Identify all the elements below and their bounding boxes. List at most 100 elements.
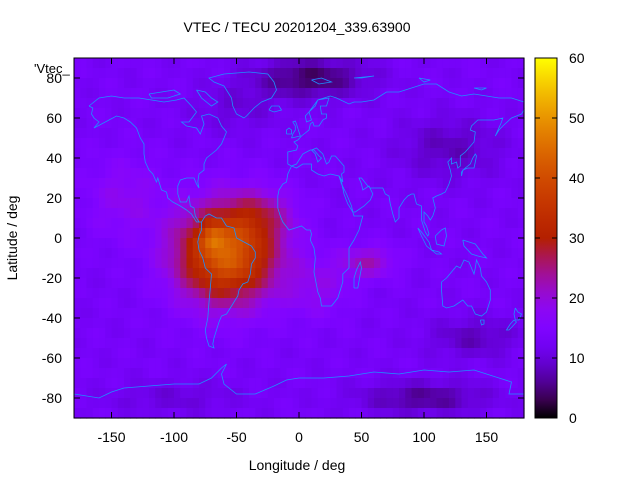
heatmap-cell	[342, 248, 350, 259]
heatmap-cell	[267, 238, 275, 249]
heatmap-cell	[361, 258, 369, 269]
heatmap-cell	[486, 318, 494, 329]
heatmap-cell	[324, 318, 331, 329]
heatmap-cell	[242, 218, 250, 229]
heatmap-cell	[186, 318, 194, 329]
heatmap-cell	[124, 388, 131, 399]
heatmap-cell	[417, 378, 425, 389]
heatmap-cell	[224, 88, 231, 99]
heatmap-cell	[80, 308, 88, 319]
heatmap-cell	[180, 208, 188, 219]
heatmap-cell	[374, 408, 381, 419]
heatmap-cell	[299, 168, 306, 179]
heatmap-cell	[249, 98, 256, 109]
heatmap-cell	[124, 128, 131, 139]
heatmap-cell	[317, 88, 325, 99]
heatmap-cell	[442, 108, 450, 119]
heatmap-cell	[467, 98, 475, 109]
heatmap-cell	[161, 378, 169, 389]
heatmap-cell	[217, 298, 225, 309]
heatmap-cell	[374, 308, 381, 319]
heatmap-cell	[367, 138, 375, 149]
heatmap-cell	[230, 358, 238, 369]
heatmap-cell	[255, 88, 263, 99]
heatmap-cell	[417, 368, 425, 379]
heatmap-cell	[480, 198, 488, 209]
heatmap-cell	[99, 398, 106, 409]
heatmap-cell	[286, 308, 294, 319]
heatmap-cell	[274, 278, 281, 289]
heatmap-cell	[361, 388, 369, 399]
heatmap-cell	[149, 58, 156, 69]
coastline	[434, 227, 447, 247]
heatmap-cell	[461, 318, 469, 329]
heatmap-cell	[211, 268, 219, 279]
heatmap-cell	[517, 58, 525, 69]
heatmap-cell	[392, 58, 400, 69]
heatmap-cell	[436, 138, 444, 149]
heatmap-cell	[192, 218, 200, 229]
heatmap-cell	[449, 168, 456, 179]
heatmap-cell	[180, 88, 188, 99]
heatmap-cell	[511, 248, 519, 259]
heatmap-cell	[361, 88, 369, 99]
heatmap-cell	[392, 68, 400, 79]
heatmap-cell	[336, 328, 344, 339]
heatmap-cell	[399, 208, 406, 219]
heatmap-cell	[267, 228, 275, 239]
heatmap-cell	[380, 58, 388, 69]
heatmap-cell	[299, 148, 306, 159]
heatmap-cell	[255, 138, 263, 149]
heatmap-cell	[455, 258, 463, 269]
heatmap-cell	[486, 368, 494, 379]
heatmap-cell	[205, 268, 213, 279]
heatmap-cell	[342, 118, 350, 129]
heatmap-cell	[367, 208, 375, 219]
heatmap-cell	[349, 288, 356, 299]
heatmap-cell	[74, 388, 81, 399]
heatmap-cell	[480, 118, 488, 129]
heatmap-cell	[399, 138, 406, 149]
heatmap-cell	[155, 278, 163, 289]
heatmap-cell	[161, 188, 169, 199]
heatmap-cell	[430, 158, 438, 169]
heatmap-cell	[111, 58, 119, 69]
heatmap-cell	[417, 398, 425, 409]
heatmap-cell	[486, 118, 494, 129]
heatmap-cell	[280, 258, 288, 269]
heatmap-cell	[492, 278, 500, 289]
heatmap-cell	[399, 128, 406, 139]
heatmap-cell	[117, 298, 125, 309]
heatmap-cell	[274, 368, 281, 379]
heatmap-cell	[180, 238, 188, 249]
heatmap-cell	[280, 138, 288, 149]
heatmap-cell	[424, 378, 431, 389]
heatmap-cell	[242, 68, 250, 79]
heatmap-cell	[305, 308, 313, 319]
heatmap-cell	[355, 78, 363, 89]
heatmap-cell	[361, 208, 369, 219]
heatmap-cell	[249, 388, 256, 399]
heatmap-cell	[355, 168, 363, 179]
heatmap-cell	[167, 178, 175, 189]
heatmap-cell	[417, 98, 425, 109]
heatmap-cell	[149, 378, 156, 389]
heatmap-cell	[217, 338, 225, 349]
heatmap-cell	[517, 68, 525, 79]
heatmap-cell	[367, 178, 375, 189]
heatmap-cell	[86, 168, 94, 179]
heatmap-cell	[380, 198, 388, 209]
heatmap-cell	[361, 238, 369, 249]
heatmap-cell	[117, 168, 125, 179]
heatmap-cell	[236, 348, 244, 359]
heatmap-cell	[236, 198, 244, 209]
heatmap-cell	[449, 148, 456, 159]
heatmap-cell	[205, 318, 213, 329]
heatmap-cell	[217, 158, 225, 169]
heatmap-cell	[505, 248, 513, 259]
heatmap-cell	[336, 298, 344, 309]
heatmap-cell	[267, 188, 275, 199]
heatmap-cell	[349, 298, 356, 309]
heatmap-cell	[86, 88, 94, 99]
heatmap-cell	[86, 328, 94, 339]
